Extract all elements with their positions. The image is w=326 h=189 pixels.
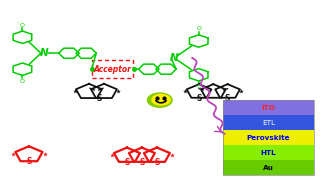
Text: Perovskite: Perovskite [247,135,290,141]
Text: S: S [139,158,145,167]
Text: S: S [225,94,230,103]
Text: O: O [20,23,25,28]
Text: S: S [96,94,101,103]
Bar [223,115,314,130]
Circle shape [152,94,170,105]
Text: O: O [20,79,25,84]
Bar [223,160,314,175]
Text: HTL: HTL [261,150,276,156]
Text: Au: Au [263,165,274,171]
Text: S: S [154,158,160,167]
Text: Acceptor: Acceptor [94,65,132,74]
Text: S: S [26,157,32,166]
Text: S: S [124,158,130,167]
Text: O: O [196,26,201,31]
Text: N: N [40,48,49,58]
Text: O: O [196,84,201,89]
Circle shape [147,93,172,107]
Text: ETL: ETL [262,120,275,126]
Bar [223,130,314,145]
Bar [223,100,314,115]
Bar [223,145,314,160]
Text: ʼ: ʼ [18,22,19,26]
Text: N: N [170,53,179,63]
Bar [223,100,314,175]
Text: ITO: ITO [261,105,275,111]
Text: S: S [196,94,202,103]
